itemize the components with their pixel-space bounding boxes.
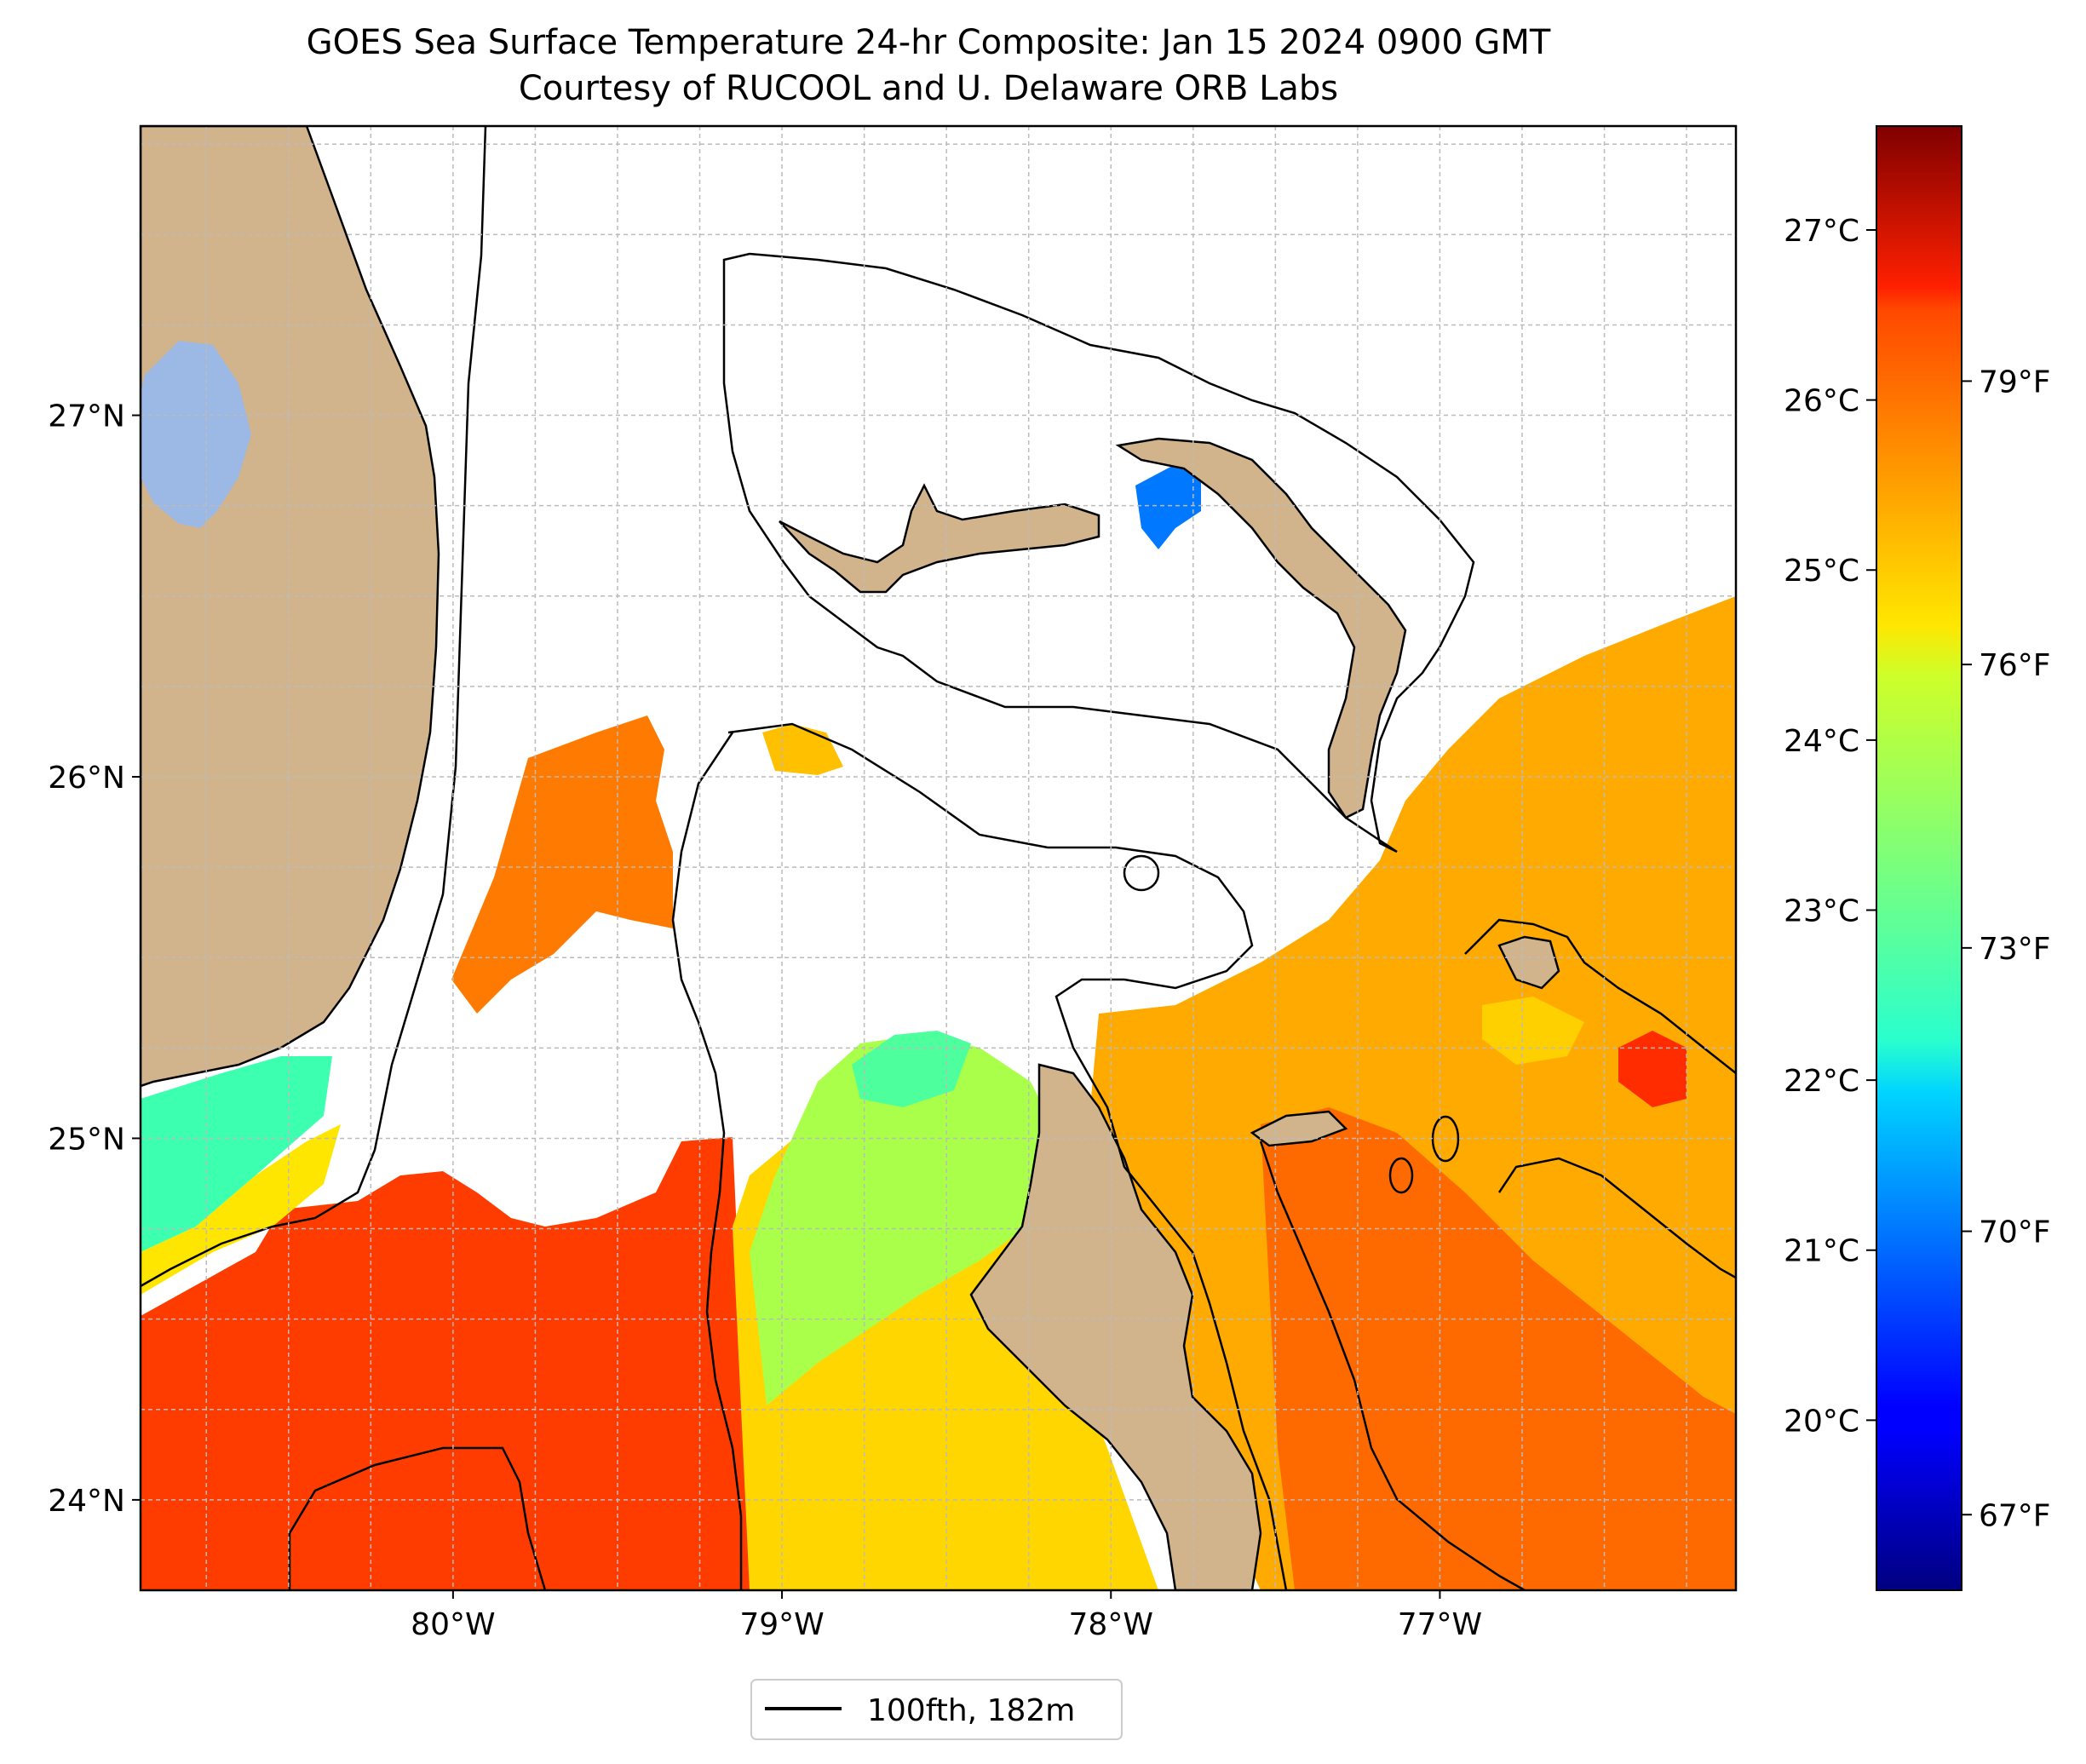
fahrenheit-tick-label: 76°F [1979,648,2051,683]
shelf-great-bahama-bank [727,722,1288,1590]
depth-contour-southwest-loop [288,1446,547,1590]
sst-swath-west-yellow [141,1124,341,1295]
celsius-tick-label: 22°C [1784,1064,1859,1099]
sst-patch-cold-blue [1135,464,1201,549]
title-line-2: Courtesy of RUCOOL and U. Delaware ORB L… [519,69,1338,108]
sst-swath-gulfstream-teal [852,1031,971,1107]
title-line-1: GOES Sea Surface Temperature 24-hr Compo… [307,23,1551,62]
lon-tick-label: 80°W [411,1607,495,1642]
celsius-tick-label: 27°C [1784,214,1859,249]
lon-tick-label: 79°W [739,1607,824,1642]
lat-tick-label: 25°N [48,1122,125,1157]
sst-swath-tongue-orange [451,715,673,1014]
legend-box [750,1679,1123,1740]
map-area [141,126,1736,1590]
sst-patch-east-red [1618,1031,1687,1107]
cay-outline-3 [1123,854,1160,892]
shelf-little-bahama-bank [722,252,1475,853]
latitude-ticks: 27°N 26°N 25°N 24°N [48,399,141,1519]
celsius-tick-label: 24°C [1784,724,1859,759]
depth-contour-tongue-of-ocean [1259,1141,1526,1590]
fahrenheit-tick-label: 70°F [1979,1215,2051,1250]
sst-swath-west-teal [141,1056,332,1252]
map-frame [139,124,1738,1592]
cay-outline-2 [1388,1157,1414,1194]
lat-tick-label: 26°N [48,761,125,796]
legend-label: 100fth, 182m [867,1693,1075,1728]
map-gridlines [141,126,1736,1590]
longitude-ticks: 80°W 79°W 78°W 77°W [411,1590,1482,1642]
celsius-tick-label: 23°C [1784,893,1859,928]
depth-contour-florida-straits-east [671,732,743,1590]
celsius-tick-label: 25°C [1784,554,1859,589]
colorbar-celsius-ticks: 27°C 26°C 25°C 24°C 23°C 22°C 21°C 20°C [1784,214,1876,1439]
celsius-tick-label: 26°C [1784,384,1859,419]
sst-swath-east-warm [1261,1107,1736,1590]
depth-contour-florida-straits [141,126,487,1288]
lat-tick-label: 24°N [48,1484,125,1519]
land-grand-bahama [779,483,1100,594]
lat-tick-label: 27°N [48,399,125,434]
sst-swath-gulfstream-green [750,1035,1056,1405]
colorbar [1876,125,1962,1591]
fahrenheit-tick-label: 73°F [1979,932,2051,967]
fahrenheit-tick-label: 67°F [1979,1498,2051,1533]
celsius-tick-label: 20°C [1784,1404,1859,1439]
depth-contour-exuma-sound [1497,1157,1736,1279]
lake-okeechobee [141,341,251,528]
depth-contour-eleuthera [1464,918,1736,1074]
fahrenheit-tick-label: 79°F [1979,365,2051,399]
land-andros [969,1063,1262,1590]
celsius-tick-label: 21°C [1784,1234,1859,1269]
colorbar-fahrenheit-ticks: 79°F 76°F 73°F 70°F 67°F [1962,365,2051,1533]
legend: 100fth, 182m [750,1679,1123,1740]
land-new-providence [1250,1110,1348,1147]
lon-tick-label: 78°W [1069,1607,1153,1642]
land-eleuthera [1497,935,1560,990]
lon-tick-label: 77°W [1398,1607,1482,1642]
